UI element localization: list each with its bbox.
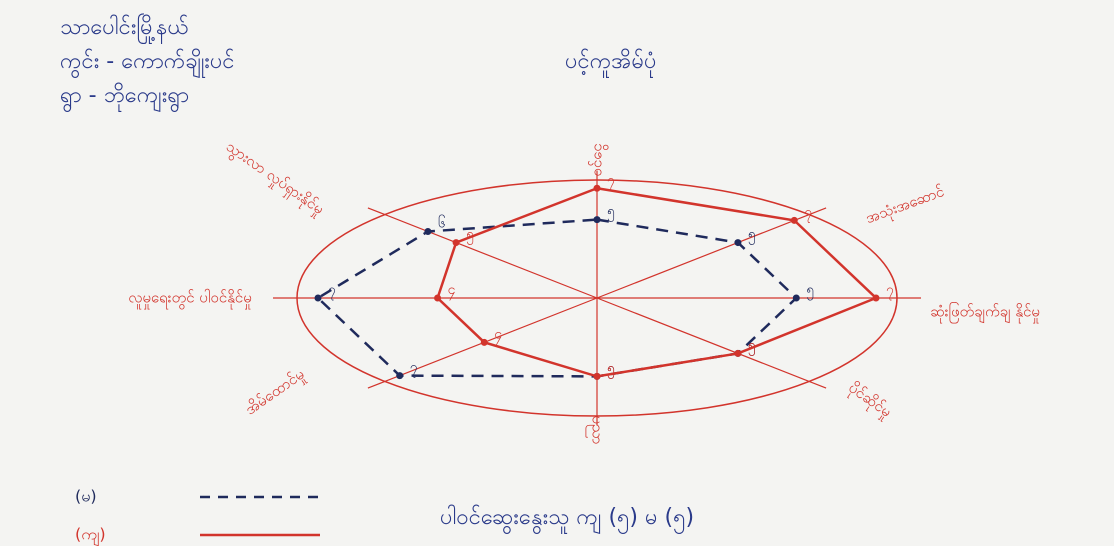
legend-label: (ကျ) (75, 525, 106, 546)
paper (0, 0, 1114, 546)
chart: သာပေါင်းမြို့နယ် ကွင်း - ကောက်ချိုးပင် ရ… (0, 0, 1114, 546)
data-point (315, 295, 322, 302)
data-point (434, 295, 441, 302)
legend-label: (မ) (75, 487, 97, 506)
data-label: ၅ (607, 360, 615, 378)
data-point (791, 217, 798, 224)
axis-label: ဆုံးဖြတ်ချက်ချ နိုင်မှု (930, 302, 1040, 324)
data-point (594, 373, 601, 380)
axis-label: ဝင်ငွေ (588, 143, 609, 176)
data-point (793, 295, 800, 302)
data-label: ၄ (448, 282, 456, 300)
data-point (481, 339, 488, 346)
axis-label: ပညာ (586, 415, 607, 444)
data-label: ၅ (806, 282, 814, 300)
data-point (453, 239, 460, 246)
data-point (594, 216, 601, 223)
data-label: ၅ (466, 227, 474, 245)
data-label: ၇ (607, 172, 615, 190)
data-label: ၇ (410, 360, 418, 378)
data-point (594, 185, 601, 192)
data-label: ၅ (607, 204, 615, 222)
data-point (734, 239, 741, 246)
data-label: ၇ (328, 282, 336, 300)
data-label: ၅ (748, 227, 756, 245)
data-point (396, 372, 403, 379)
data-label: ၇ (804, 204, 812, 222)
data-label: ၇ (886, 282, 894, 300)
data-label: ၆ (438, 215, 446, 231)
data-label: ၅ (748, 337, 756, 355)
data-point (424, 228, 431, 235)
data-point (734, 350, 741, 357)
chart-title: ပင့်ကူအိမ်ပုံ (565, 48, 657, 78)
axis-label: လူမှုရေးတွင် ပါဝင်နိုင်မှု (128, 289, 251, 310)
header-line: သာပေါင်းမြို့နယ် (60, 13, 189, 44)
data-point (873, 295, 880, 302)
data-label: ၄ (494, 326, 502, 344)
